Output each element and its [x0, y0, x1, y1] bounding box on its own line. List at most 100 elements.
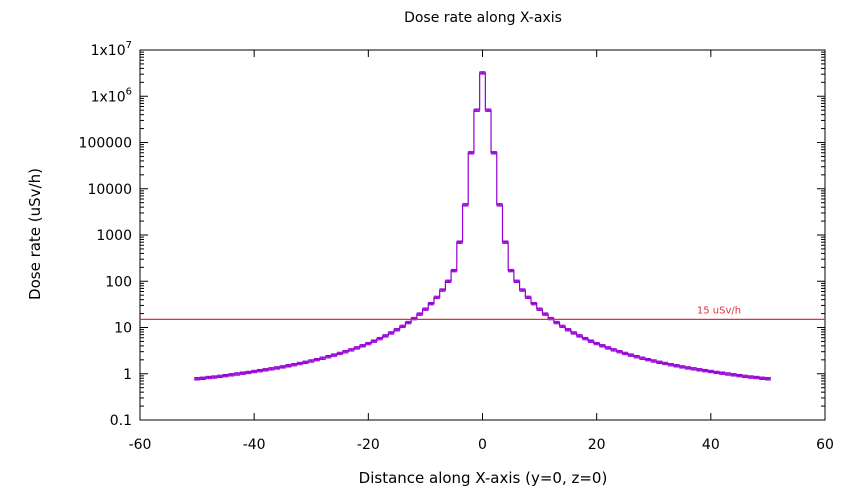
y-tick-label: 100000: [79, 136, 132, 152]
error-bar: [519, 288, 526, 292]
error-bar: [388, 331, 395, 335]
error-bar: [570, 331, 577, 335]
error-bar: [685, 366, 691, 370]
error-bar: [302, 360, 309, 365]
y-tick-label: 100: [105, 274, 132, 290]
x-tick-label: 20: [588, 437, 606, 453]
error-bar: [736, 373, 743, 378]
error-bar: [313, 357, 320, 362]
error-bar: [285, 364, 292, 368]
error-bar: [713, 370, 720, 375]
x-tick-label: 60: [816, 437, 834, 453]
y-axis-title: Dose rate (uSv/h): [26, 168, 44, 300]
error-bar: [656, 360, 663, 365]
error-bar: [416, 312, 423, 316]
error-bar: [262, 368, 269, 372]
error-bar: [336, 351, 343, 356]
chart-title: Dose rate along X-axis: [404, 10, 562, 26]
error-bar: [445, 279, 452, 283]
plot-area: -60 -40 -20 0 20 40 60 0.1 1 10 100 1000 10000 100000…: [79, 40, 834, 453]
x-tick-label: 40: [702, 437, 720, 453]
x-tick-label: 0: [478, 437, 487, 453]
error-bar: [433, 295, 440, 300]
error-bar: [462, 203, 469, 207]
error-bar: [245, 370, 252, 375]
error-bar: [747, 375, 754, 379]
error-bar: [342, 350, 349, 354]
error-bar: [268, 367, 275, 371]
error-bar: [359, 344, 366, 348]
y-tick-label: 10000: [87, 182, 132, 198]
error-bar: [679, 365, 686, 369]
y-tick-label: 1x106: [91, 86, 132, 105]
error-bar: [496, 203, 503, 207]
error-bar: [393, 328, 400, 332]
error-bar: [479, 71, 486, 75]
error-bar: [730, 373, 737, 377]
error-bar: [724, 372, 731, 376]
y-tick-label: 1: [123, 367, 132, 383]
error-bar: [502, 240, 509, 244]
error-bar: [296, 361, 303, 366]
error-bar: [525, 295, 532, 300]
y-tick-label: 10: [114, 321, 132, 337]
error-bar: [325, 355, 332, 359]
x-tick-label: -20: [357, 437, 380, 453]
error-bar: [587, 339, 594, 343]
error-bar: [513, 279, 520, 283]
error-bar: [473, 108, 480, 112]
error-bar: [199, 376, 206, 380]
error-bar: [508, 268, 515, 273]
error-bar: [610, 348, 617, 352]
error-bar: [553, 320, 560, 325]
error-bar: [205, 375, 212, 380]
error-bar: [633, 355, 640, 359]
error-bar: [256, 368, 263, 373]
error-bar: [353, 346, 360, 350]
error-bar: [662, 361, 669, 366]
y-tick-label: 0.1: [110, 413, 132, 429]
plot-frame: [139, 49, 826, 421]
error-bar: [667, 363, 674, 367]
error-bar: [650, 359, 657, 363]
error-bar: [490, 151, 497, 155]
error-bar: [559, 324, 566, 329]
x-tick-label: -40: [243, 437, 266, 453]
error-bar: [582, 336, 589, 341]
error-bar: [319, 356, 326, 360]
error-bar: [456, 240, 463, 244]
error-bar: [439, 288, 446, 292]
dose-rate-step-line: [194, 72, 771, 380]
error-bar: [707, 369, 714, 374]
error-bar: [702, 368, 709, 373]
error-bar: [565, 328, 572, 332]
error-bar: [753, 375, 760, 380]
error-bar: [308, 359, 315, 363]
error-bar: [450, 268, 457, 273]
error-bar: [399, 324, 406, 329]
x-axis-title: Distance along X-axis (y=0, z=0): [359, 469, 608, 487]
error-bar: [485, 108, 492, 112]
x-tick-label: -60: [129, 437, 152, 453]
error-bar: [251, 369, 258, 374]
error-bar: [639, 356, 646, 360]
error-bar: [405, 320, 412, 325]
error-bar: [216, 374, 223, 379]
error-bar: [376, 336, 383, 341]
error-bar: [234, 372, 241, 376]
reference-line-label: 15 uSv/h: [697, 305, 741, 316]
error-bar: [222, 373, 229, 378]
error-bar: [627, 353, 634, 357]
error-bar: [194, 377, 201, 381]
error-bar: [228, 373, 235, 377]
y-tick-label: 1000: [96, 228, 132, 244]
error-bar: [348, 348, 355, 352]
error-bar: [759, 376, 766, 380]
error-bar: [422, 307, 429, 311]
error-bar: [576, 334, 583, 338]
error-bar: [468, 151, 475, 155]
error-bar: [764, 377, 771, 381]
error-bar: [593, 341, 600, 346]
error-bar: [599, 344, 606, 348]
